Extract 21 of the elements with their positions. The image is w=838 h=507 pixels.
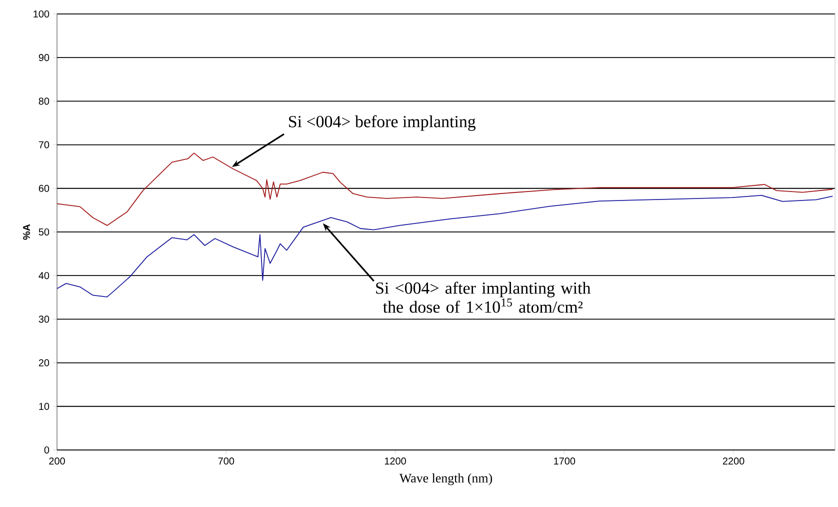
- x-tick-label: 700: [218, 458, 234, 465]
- y-tick-label: 40: [38, 272, 50, 280]
- y-tick-label: 20: [38, 359, 50, 366]
- line-series: [56, 194, 834, 298]
- y-tick-label: 100: [34, 10, 50, 18]
- x-tick-label: 1700: [554, 458, 576, 465]
- y-tick-label: 80: [38, 98, 50, 105]
- y-tick-label: 60: [38, 184, 50, 192]
- x-tick-label: 1200: [384, 458, 406, 465]
- x-tick-label: 2200: [722, 458, 744, 465]
- y-tick-label: 0: [44, 446, 50, 454]
- y-tick-label: 90: [38, 54, 50, 62]
- y-tick-label: 30: [38, 316, 50, 323]
- y-tick-label: 50: [38, 228, 50, 236]
- annotation: Si <004> before implanting: [289, 115, 476, 131]
- y-tick-label: 10: [39, 402, 50, 410]
- y-axis-title: %A: [23, 224, 30, 240]
- annotation: Si <004> after implanting with the dose of 1×10$^{15}$ atom/cm²: [376, 282, 591, 313]
- y-tick-label: 70: [38, 141, 50, 148]
- x-tick-label: 200: [49, 458, 65, 465]
- x-axis-title: Wave length (nm): [399, 473, 492, 486]
